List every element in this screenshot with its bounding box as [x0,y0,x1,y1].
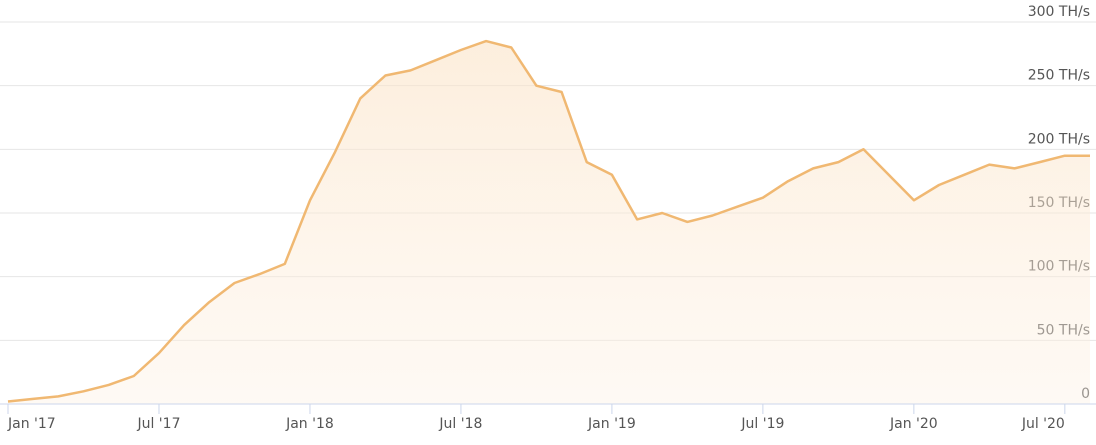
x-tick-label: Jul '19 [740,416,784,432]
x-tick-label: Jan '17 [7,416,56,432]
area [8,41,1090,404]
line [7,39,1090,403]
x-tick-label: Jul '20 [1021,416,1065,432]
y-tick-label: 300 TH/s [1028,4,1090,20]
x-tick-label: Jul '17 [136,416,180,432]
x-tick-label: Jan '18 [285,416,334,432]
x-tick-label: Jul '18 [438,416,482,432]
x-tick-label: Jan '19 [587,416,636,432]
x-tick-label: Jan '20 [889,416,938,432]
y-tick-label: 200 TH/s [1028,131,1090,147]
y-tick-label: 250 TH/s [1028,68,1090,84]
